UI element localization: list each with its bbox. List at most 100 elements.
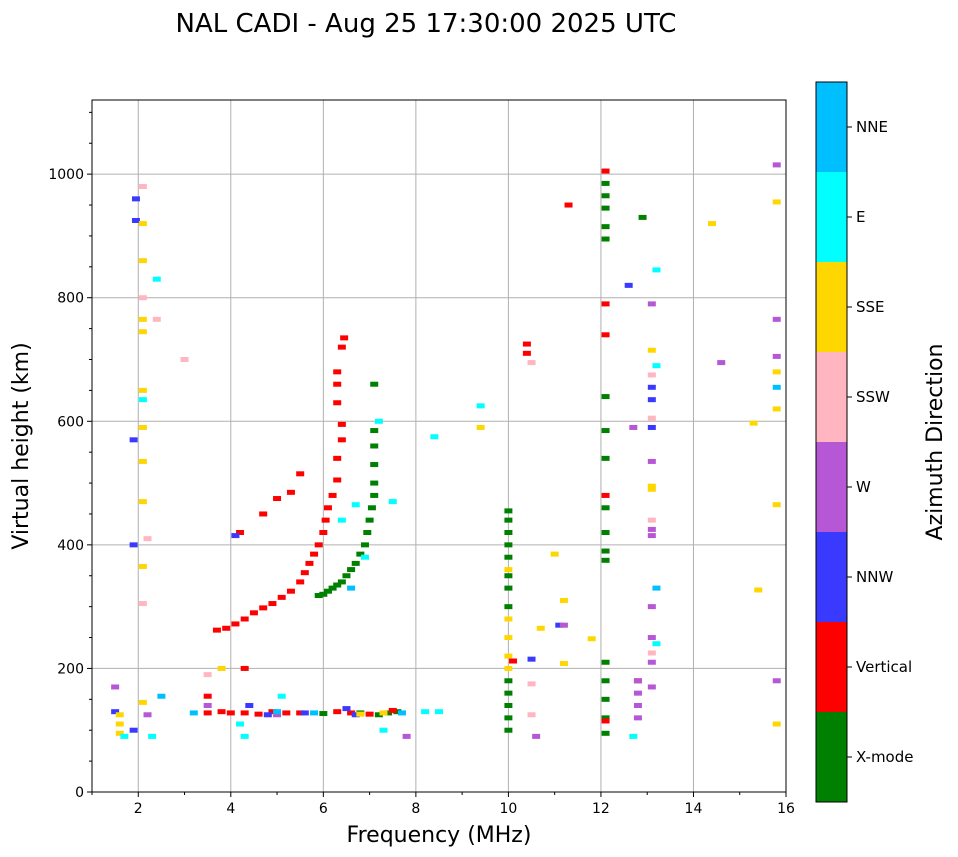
y-tick-label: 400 [57,538,84,554]
echo-point-w [647,604,656,610]
echo-point-nnw [131,196,140,202]
echo-point-sse [772,502,781,508]
echo-point-sse [138,499,147,505]
echo-point-xmode [356,551,365,557]
echo-point-nne [273,709,282,715]
echo-point-vertical [337,344,346,350]
echo-point-sse [647,486,656,492]
echo-point-e [629,733,638,739]
echo-point-w [111,684,120,690]
echo-point-ssw [203,672,212,678]
echo-point-sse [504,567,513,573]
echo-point-xmode [314,593,323,599]
echo-point-w [647,659,656,665]
echo-point-vertical [333,400,342,406]
echo-point-vertical [337,421,346,427]
colorbar-label: X-mode [856,748,913,766]
echo-point-sse [647,347,656,353]
echo-point-xmode [504,703,513,708]
echo-point-xmode [370,381,379,387]
echo-point-ssw [647,372,656,378]
echo-point-vertical [203,693,212,699]
echo-point-xmode [370,428,379,434]
echo-point-w [647,526,656,532]
echo-point-xmode [319,591,328,597]
echo-point-sse [138,699,147,705]
echo-point-w [633,715,642,721]
x-axis-label: Frequency (MHz) [347,823,532,848]
echo-point-xmode [328,585,337,591]
echo-point-w [772,162,781,168]
echo-point-e [120,733,129,739]
echo-point-nnw [245,703,254,708]
echo-point-e [652,363,661,369]
colorbar: X-mode Vertical NNW W SSW SSE E NNE [815,81,913,803]
y-tick-label: 600 [57,414,84,430]
echo-point-ssw [152,316,161,322]
echo-point-sse [115,721,124,727]
echo-point-w [647,684,656,690]
echo-point-nnw [351,712,360,718]
echo-point-w [633,703,642,708]
echo-point-vertical [273,496,282,502]
echo-point-w [273,712,282,718]
echo-point-vertical [328,492,337,498]
colorbar-label: Vertical [856,658,912,676]
echo-point-e [476,403,485,409]
echo-point-sse [772,369,781,375]
echo-point-vertical [286,489,295,495]
echo-point-xmode [393,709,402,715]
colorbar-title: Azimuth Direction [923,343,948,540]
echo-point-e [430,434,439,440]
echo-point-xmode [374,712,383,718]
colorbar-swatch-nnw [816,532,847,622]
echo-point-vertical [254,711,263,717]
echo-point-vertical [259,511,268,517]
echo-point-w [633,690,642,696]
echo-point-nnw [647,397,656,403]
echo-point-xmode [601,678,610,684]
echo-point-e [374,418,383,424]
echo-point-xmode [370,480,379,486]
echo-point-vertical [340,335,349,341]
echo-point-nne [157,693,166,699]
echo-point-nne [397,710,406,716]
echo-point-sse [138,387,147,393]
echo-point-vertical [212,627,221,633]
echo-point-xmode [333,582,342,588]
echo-point-xmode [504,542,513,548]
x-tick-label: 2 [134,801,143,817]
echo-point-vertical [240,616,249,622]
echo-point-ssw [647,517,656,523]
echo-point-vertical [310,551,319,557]
echo-point-xmode [601,530,610,535]
echo-point-nnw [300,710,309,716]
echo-point-xmode [367,505,376,511]
echo-point-xmode [504,554,513,560]
echo-point-sse [504,665,513,671]
echo-point-w [559,622,568,628]
echo-point-sse [772,721,781,727]
echo-point-w [647,635,656,641]
echo-point-sse [138,329,147,335]
echo-point-e [652,267,661,273]
echo-point-ssw [180,357,189,362]
echo-point-xmode [601,394,610,400]
echo-point-xmode [601,180,610,186]
y-tick-label: 800 [57,291,84,307]
echo-point-e [138,397,147,403]
echo-point-sse [138,258,147,264]
echo-point-xmode [601,224,610,230]
chart-title: NAL CADI - Aug 25 17:30:00 2025 UTC [176,9,677,39]
echo-point-xmode [504,604,513,610]
echo-point-vertical [522,341,531,347]
echo-point-sse [138,563,147,569]
echo-point-xmode [601,696,610,702]
colorbar-swatch-w [816,442,847,532]
echo-point-vertical [333,381,342,387]
echo-point-nne [189,710,198,716]
echo-point-w [772,678,781,684]
echo-point-nne [347,585,356,591]
echo-point-nnw [647,384,656,390]
echo-point-xmode [638,214,647,220]
